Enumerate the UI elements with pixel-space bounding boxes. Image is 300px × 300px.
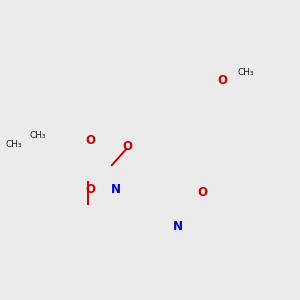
- Text: N: N: [172, 220, 182, 233]
- Text: CH₃: CH₃: [238, 68, 254, 77]
- Text: O: O: [218, 74, 228, 87]
- Text: N: N: [111, 183, 121, 196]
- Text: CH₃: CH₃: [6, 140, 22, 148]
- Text: O: O: [197, 186, 207, 199]
- Text: O: O: [86, 183, 96, 196]
- Text: O: O: [86, 134, 96, 147]
- Text: O: O: [123, 140, 133, 153]
- Text: CH₃: CH₃: [29, 130, 46, 140]
